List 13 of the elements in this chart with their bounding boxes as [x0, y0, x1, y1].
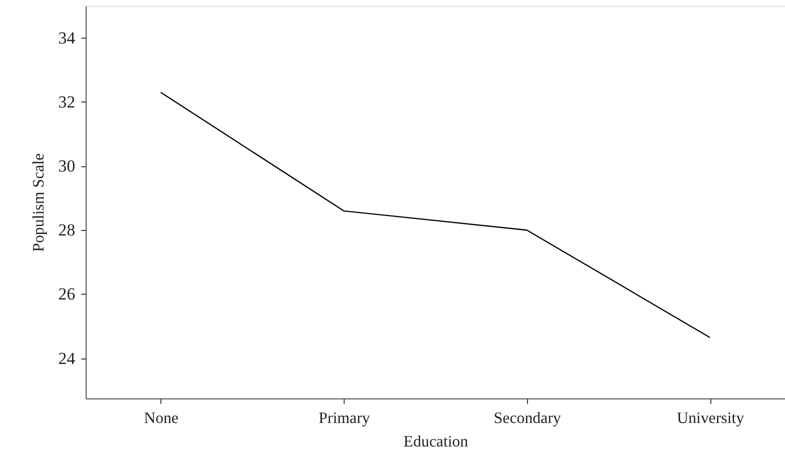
x-tick-label: Secondary [494, 410, 562, 427]
y-tick-label: 26 [58, 284, 76, 304]
y-tick-label: 24 [58, 348, 76, 368]
y-axis-title: Populism Scale [30, 153, 48, 252]
x-tick-label: University [676, 410, 744, 427]
y-tick-label: 32 [58, 92, 76, 112]
line-series [160, 92, 711, 338]
x-axis-title: Education [404, 434, 468, 451]
x-tick-label: Primary [318, 410, 370, 427]
y-tick-label: 28 [58, 220, 76, 240]
x-tick-label: None [144, 410, 178, 427]
y-tick-label: 30 [58, 156, 76, 176]
y-tick-label: 34 [58, 28, 76, 48]
